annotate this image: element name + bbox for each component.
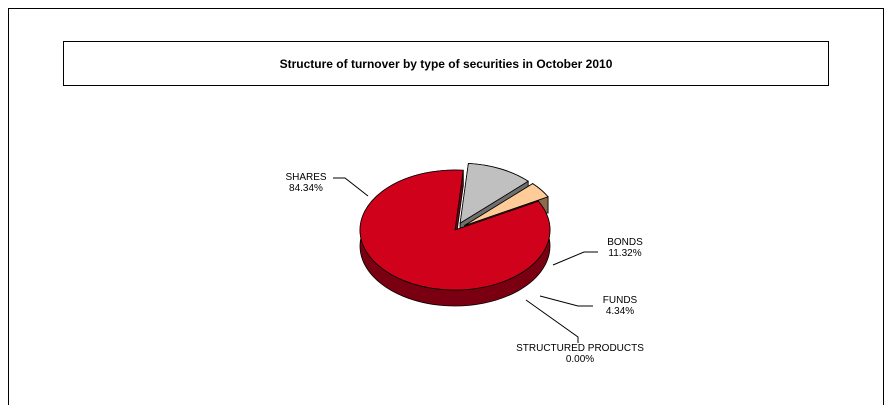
- chart-frame: [8, 8, 884, 405]
- leader-lines: [333, 177, 598, 343]
- slice-value-bonds: 11.32%: [608, 248, 641, 259]
- leader-line-bonds: [552, 251, 598, 266]
- slice-shares: [359, 169, 551, 307]
- leader-line-funds: [539, 295, 593, 307]
- slice-value-funds: 4.34%: [606, 306, 634, 317]
- chart-title-box: Structure of turnover by type of securit…: [63, 41, 829, 86]
- slice-value-structured-products: 0.00%: [566, 354, 594, 365]
- slice-value-shares: 84.34%: [289, 183, 323, 194]
- slice-label-bonds: BONDS: [607, 237, 643, 248]
- slice-label-funds: FUNDS: [603, 295, 638, 306]
- pie-group: [359, 162, 551, 307]
- chart-title: Structure of turnover by type of securit…: [279, 56, 613, 71]
- slice-label-structured-products: STRUCTURED PRODUCTS: [516, 343, 644, 354]
- slice-top-shares: [359, 169, 551, 291]
- leader-line-structured-products: [525, 299, 579, 343]
- leader-line-shares: [333, 177, 369, 197]
- slice-top-funds: [464, 183, 549, 226]
- slice-label-shares: SHARES: [285, 172, 326, 183]
- slice-top-bonds: [459, 162, 529, 224]
